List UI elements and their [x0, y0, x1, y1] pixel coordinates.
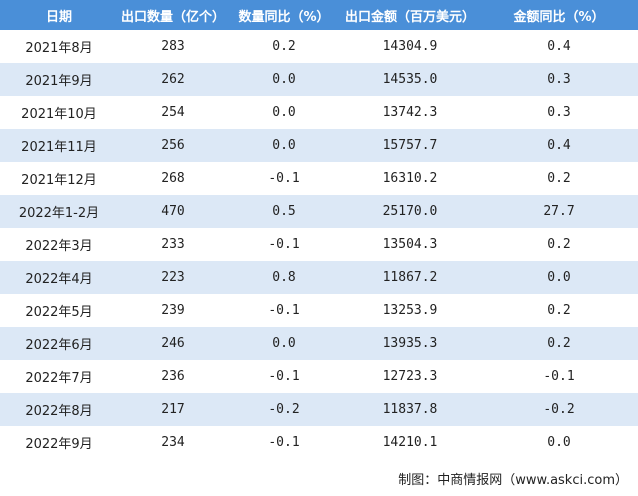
table-cell: 262 [118, 63, 228, 96]
table-cell: 13742.3 [382, 105, 438, 120]
table-row: 2022年7月 236 -0.1 12723.3 -0.1 [0, 360, 638, 393]
table-row: 2021年8月 283 0.2 14304.9 0.4 [0, 30, 638, 63]
table-cell: 2021年11月 [0, 129, 118, 162]
table-cell: -0.2 [480, 393, 638, 426]
table-cell: 2021年10月 [21, 107, 97, 122]
table-cell: 14304.9 [382, 39, 438, 54]
table-cell: 2022年1-2月 [0, 195, 118, 228]
table-cell: 0.2 [547, 171, 571, 186]
table-cell: 2022年7月 [25, 371, 93, 386]
table-cell: 13253.9 [382, 303, 438, 318]
table-cell: 2022年4月 [0, 261, 118, 294]
table-cell: 14535.0 [340, 63, 480, 96]
column-header: 金额同比（%） [480, 0, 638, 30]
table-cell: -0.1 [268, 303, 300, 318]
table-cell: 13935.3 [340, 327, 480, 360]
table-cell: -0.1 [268, 435, 300, 450]
table-cell: 268 [161, 171, 185, 186]
table-cell: 0.0 [228, 327, 340, 360]
data-table: 日期 出口数量（亿个） 数量同比（%） 出口金额（百万美元） 金额同比（%） 2021年… [0, 0, 638, 459]
column-header: 数量同比（%） [228, 0, 340, 30]
table-cell: 0.5 [228, 195, 340, 228]
table-cell: -0.1 [543, 369, 575, 384]
table-cell: 0.0 [480, 261, 638, 294]
table-cell: 16310.2 [382, 171, 438, 186]
table-row: 2021年10月 254 0.0 13742.3 0.3 [0, 96, 638, 129]
table-cell: 0.2 [547, 237, 571, 252]
table-row: 2022年3月 233 -0.1 13504.3 0.2 [0, 228, 638, 261]
table-cell: 0.2 [547, 303, 571, 318]
table-row: 2022年8月 217 -0.2 11837.8 -0.2 [0, 393, 638, 426]
table-cell: -0.1 [268, 237, 300, 252]
column-header: 出口数量（亿个） [118, 0, 228, 30]
table-cell: 0.2 [272, 39, 296, 54]
table-cell: 256 [118, 129, 228, 162]
table-cell: 14210.1 [382, 435, 438, 450]
table-cell: 234 [161, 435, 185, 450]
table-cell: 2022年9月 [25, 437, 93, 452]
header-row: 日期 出口数量（亿个） 数量同比（%） 出口金额（百万美元） 金额同比（%） [0, 0, 638, 30]
table-cell: 283 [161, 39, 185, 54]
table-cell: 233 [161, 237, 185, 252]
table-cell: 0.4 [547, 39, 571, 54]
table-cell: -0.2 [228, 393, 340, 426]
table-cell: 2021年9月 [0, 63, 118, 96]
table-cell: 13504.3 [382, 237, 438, 252]
table-cell: 254 [161, 105, 185, 120]
table-cell: 27.7 [480, 195, 638, 228]
table-cell: 11867.2 [340, 261, 480, 294]
table-cell: 0.3 [480, 63, 638, 96]
table-cell: 25170.0 [340, 195, 480, 228]
table-cell: 2021年12月 [21, 173, 97, 188]
table-cell: 2022年6月 [0, 327, 118, 360]
column-header: 日期 [0, 0, 118, 30]
table-row: 2022年6月 246 0.0 13935.3 0.2 [0, 327, 638, 360]
table-cell: -0.1 [268, 369, 300, 384]
table-cell: 0.2 [480, 327, 638, 360]
table-cell: 2022年5月 [25, 305, 93, 320]
table-row: 2022年4月 223 0.8 11867.2 0.0 [0, 261, 638, 294]
table-cell: 0.0 [272, 105, 296, 120]
table-row: 2022年5月 239 -0.1 13253.9 0.2 [0, 294, 638, 327]
column-header: 出口金额（百万美元） [340, 0, 480, 30]
table-cell: 2022年3月 [25, 239, 93, 254]
table-cell: 236 [161, 369, 185, 384]
table-cell: 2021年8月 [25, 41, 93, 56]
table-row: 2021年11月 256 0.0 15757.7 0.4 [0, 129, 638, 162]
source-note: 制图：中商情报网（www.askci.com） [398, 473, 628, 488]
table-cell: 0.0 [228, 63, 340, 96]
table-cell: 2022年8月 [0, 393, 118, 426]
table-row: 2021年9月 262 0.0 14535.0 0.3 [0, 63, 638, 96]
table-cell: 11837.8 [340, 393, 480, 426]
table-cell: 239 [161, 303, 185, 318]
table-cell: 0.0 [228, 129, 340, 162]
table-row: 2022年9月 234 -0.1 14210.1 0.0 [0, 426, 638, 459]
table-cell: 0.0 [547, 435, 571, 450]
table-cell: 0.3 [547, 105, 571, 120]
table-row: 2021年12月 268 -0.1 16310.2 0.2 [0, 162, 638, 195]
table-cell: 223 [118, 261, 228, 294]
table-cell: -0.1 [268, 171, 300, 186]
table-cell: 15757.7 [340, 129, 480, 162]
table-cell: 246 [118, 327, 228, 360]
table-cell: 0.8 [228, 261, 340, 294]
table-cell: 217 [118, 393, 228, 426]
table-row: 2022年1-2月 470 0.5 25170.0 27.7 [0, 195, 638, 228]
table-cell: 12723.3 [382, 369, 438, 384]
table-cell: 0.4 [480, 129, 638, 162]
table-cell: 470 [118, 195, 228, 228]
